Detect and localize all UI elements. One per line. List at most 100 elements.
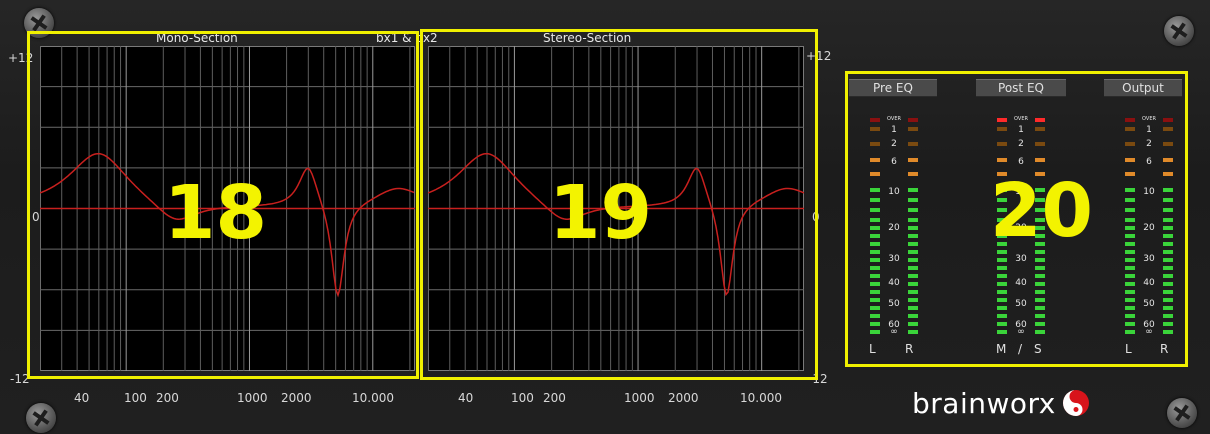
- meter-segment: [870, 258, 880, 262]
- meter-segment: [1125, 142, 1135, 146]
- meter-segment: [1163, 314, 1173, 318]
- meter-segment: [1163, 172, 1173, 176]
- meter-scale-label: 2: [1018, 139, 1024, 149]
- annotation-number-meters: 20: [990, 168, 1093, 254]
- meter-segment: [1035, 274, 1045, 278]
- meter-segment: [1163, 330, 1173, 334]
- meter-segment: [1125, 118, 1135, 122]
- mono-section-title: Mono-Section: [156, 31, 238, 45]
- meter-segment: [908, 226, 918, 230]
- screw-icon: [1167, 398, 1197, 428]
- meter-segment: [1035, 250, 1045, 254]
- freq-label: 200: [543, 391, 566, 405]
- meter-segment: [908, 198, 918, 202]
- left-scale-mid: 0: [32, 210, 40, 224]
- stereo-eq-graph[interactable]: [428, 46, 804, 371]
- meter-segment: [997, 290, 1007, 294]
- meter-segment: [1035, 208, 1045, 212]
- meter-segment: [908, 118, 918, 122]
- meter-segment: [1163, 234, 1173, 238]
- screw-icon: [1164, 16, 1194, 46]
- meter-segment: [870, 250, 880, 254]
- meter-segment: [908, 322, 918, 326]
- meter-channel-sep-label: /: [1018, 342, 1023, 356]
- meter-segment: [908, 172, 918, 176]
- meter-segment: [908, 330, 918, 334]
- meter-segment: [870, 290, 880, 294]
- output-button[interactable]: Output: [1104, 79, 1182, 97]
- meter-segment: [997, 330, 1007, 334]
- meter-segment: [1035, 188, 1045, 192]
- meter-segment: [1125, 208, 1135, 212]
- meter-segment: [908, 274, 918, 278]
- meter-scale-label: 60: [888, 320, 900, 330]
- brand-logo: brainworx: [912, 385, 1089, 420]
- post-eq-button[interactable]: Post EQ: [976, 79, 1066, 97]
- meter-segment: [1125, 330, 1135, 334]
- meter-scale-label: ∞: [1017, 327, 1025, 337]
- meter-segment: [908, 127, 918, 131]
- freq-label: 2000: [668, 391, 699, 405]
- meter-segment: [870, 274, 880, 278]
- mono-eq-graph[interactable]: [40, 46, 415, 371]
- meter-segment: [908, 234, 918, 238]
- meter-segment: [908, 158, 918, 162]
- meter-segment: [1125, 218, 1135, 222]
- meter-scale-label: ∞: [1145, 327, 1153, 337]
- meter-segment: [1125, 172, 1135, 176]
- meter-segment: [1163, 290, 1173, 294]
- pre-eq-button[interactable]: Pre EQ: [849, 79, 937, 97]
- meter-segment: [908, 218, 918, 222]
- meter-segment: [1125, 158, 1135, 162]
- annotation-number-stereo: 19: [549, 170, 652, 256]
- meter-scale-label: 50: [1015, 299, 1027, 309]
- highlight-box-mono: [27, 31, 419, 379]
- meter-segment: [997, 282, 1007, 286]
- meter-segment: [1125, 127, 1135, 131]
- meter-segment: [1163, 226, 1173, 230]
- meter-segment: [870, 172, 880, 176]
- meter-segment: [1163, 266, 1173, 270]
- meter-segment: [1125, 242, 1135, 246]
- meter-segment: [1035, 234, 1045, 238]
- meter-scale-label: 30: [1143, 254, 1155, 264]
- meter-segment: [1163, 142, 1173, 146]
- meter-channel-right-label: S: [1034, 342, 1042, 356]
- highlight-box-meters: [845, 71, 1188, 367]
- meter-scale-label: 60: [1015, 320, 1027, 330]
- meter-scale-label: 10: [1015, 187, 1027, 197]
- annotation-number-mono: 18: [164, 170, 267, 256]
- meter-segment: [1163, 298, 1173, 302]
- meter-channel-left-label: L: [869, 342, 876, 356]
- meter-segment: [1035, 118, 1045, 122]
- meter-segment: [870, 188, 880, 192]
- meter-segment: [997, 127, 1007, 131]
- meter-segment: [997, 274, 1007, 278]
- meter-segment: [997, 118, 1007, 122]
- meter-scale-label: 20: [888, 223, 900, 233]
- meter-segment: [1035, 142, 1045, 146]
- meter-segment: [1035, 127, 1045, 131]
- meter-segment: [908, 290, 918, 294]
- meter-segment: [1163, 198, 1173, 202]
- meter-segment: [908, 282, 918, 286]
- meter-segment: [1125, 234, 1135, 238]
- meter-segment: [997, 172, 1007, 176]
- meter-segment: [870, 218, 880, 222]
- meter-segment: [1163, 158, 1173, 162]
- meter-segment: [1035, 198, 1045, 202]
- meter-segment: [997, 198, 1007, 202]
- meter-segment: [870, 198, 880, 202]
- meter-segment: [908, 208, 918, 212]
- eq-curve: [40, 152, 415, 298]
- meter-segment: [870, 266, 880, 270]
- meter-segment: [997, 242, 1007, 246]
- eq-curve: [428, 152, 804, 297]
- meter-segment: [1125, 188, 1135, 192]
- meter-segment: [1163, 250, 1173, 254]
- meter-segment: [1125, 266, 1135, 270]
- meter-segment: [997, 188, 1007, 192]
- left-scale-top: +12: [8, 51, 34, 65]
- meter-segment: [908, 188, 918, 192]
